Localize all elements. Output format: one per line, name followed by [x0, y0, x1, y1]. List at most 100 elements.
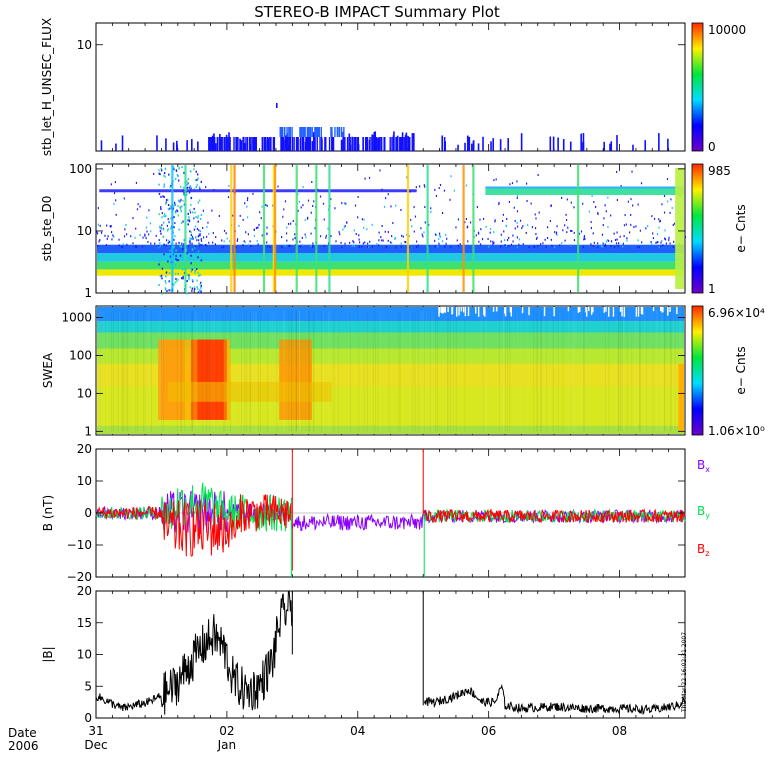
swea-streak: [137, 310, 139, 432]
ste-speckle: [198, 265, 200, 268]
ste-speckle: [650, 241, 652, 244]
ste-speckle: [246, 205, 248, 208]
swea-edge: [510, 307, 512, 317]
swea-edge: [492, 307, 495, 312]
let-flux-bar: [301, 127, 303, 137]
ste-speckle: [111, 238, 113, 241]
swea-streak: [250, 310, 252, 432]
ste-speckle: [177, 259, 179, 262]
swea-streak: [552, 310, 554, 432]
swea-streak: [374, 310, 376, 432]
ste-speckle: [189, 242, 191, 245]
swea-streak: [535, 310, 537, 432]
swea-streak: [110, 310, 112, 432]
ste-speckle: [162, 221, 165, 224]
ste-speckle: [465, 184, 468, 187]
let-flux-bar: [482, 136, 484, 151]
ste-speckle: [261, 205, 263, 208]
swea-edge: [460, 307, 463, 312]
ste-speckle: [205, 186, 207, 189]
ste-speckle: [430, 210, 432, 213]
let-flux-bar: [338, 127, 341, 137]
swea-streak: [122, 310, 124, 432]
swea-streak: [644, 310, 646, 432]
ste-speckle: [194, 271, 196, 274]
ste-spike: [426, 165, 429, 292]
ste-speckle: [170, 184, 172, 187]
ste-speckle: [176, 174, 179, 177]
ste-speckle: [583, 235, 586, 238]
ste-speckle: [537, 245, 539, 248]
ste-speckle: [663, 237, 666, 240]
ste-speckle: [457, 218, 460, 221]
ste-speckle: [243, 240, 245, 243]
ste-speckle: [668, 238, 670, 241]
ste-speckle: [312, 242, 314, 245]
swea-streak: [432, 310, 434, 432]
ste-speckle: [633, 226, 635, 229]
let-flux-bar: [250, 137, 252, 151]
swea-streak: [423, 310, 425, 432]
let-flux-bar: [248, 137, 251, 151]
swea-streak: [283, 310, 285, 432]
ste-speckle: [174, 222, 176, 225]
swea-streak: [305, 310, 307, 432]
swea-band: [97, 307, 684, 322]
ste-speckle: [661, 239, 663, 242]
ste-speckle: [179, 208, 182, 211]
y-tick-label: 100: [69, 162, 92, 176]
let-flux-bar: [411, 133, 414, 151]
swea-edge: [451, 307, 454, 315]
swea-streak: [308, 310, 310, 432]
ste-speckle: [535, 217, 537, 220]
ste-speckle: [507, 238, 509, 241]
let-flux-bar: [279, 127, 281, 137]
swea-edge: [605, 307, 607, 312]
ste-speckle: [235, 246, 237, 249]
ste-speckle: [297, 193, 299, 196]
let-flux-bar: [237, 137, 239, 151]
ste-speckle: [197, 288, 199, 291]
ste-speckle: [481, 238, 484, 241]
ste-speckle: [669, 242, 671, 245]
swea-streak: [661, 310, 663, 432]
ste-speckle: [330, 198, 332, 201]
ste-speckle: [353, 245, 355, 248]
swea-streak: [503, 310, 505, 432]
ste-speckle: [389, 241, 392, 244]
ste-speckle: [509, 183, 511, 186]
swea-streak: [144, 310, 146, 432]
ste-speckle: [150, 242, 152, 245]
ste-speckle: [323, 218, 325, 221]
ste-speckle: [325, 236, 327, 239]
let-flux-bar: [306, 127, 309, 137]
swea-streak: [295, 310, 297, 432]
swea-streak: [389, 310, 391, 432]
ste-speckle: [197, 259, 200, 262]
swea-streak: [101, 310, 103, 432]
ste-speckle: [136, 208, 139, 211]
ste-speckle: [639, 229, 642, 232]
ste-speckle: [238, 225, 240, 228]
ste-speckle: [626, 237, 628, 240]
ste-speckle: [516, 194, 518, 197]
let-flux-bar: [218, 137, 220, 151]
ste-speckle: [193, 228, 196, 231]
ste-speckle: [282, 215, 284, 218]
ste-speckle: [100, 231, 103, 234]
swea-edge: [496, 307, 498, 312]
ste-speckle: [381, 224, 383, 227]
ste-speckle: [401, 234, 403, 237]
ste-speckle: [196, 173, 199, 176]
ste-speckle: [158, 172, 160, 175]
ste-speckle: [527, 224, 529, 227]
ste-speckle: [334, 207, 336, 210]
ste-speckle: [166, 290, 168, 293]
ste-speckle: [669, 211, 671, 214]
ste-speckle: [495, 178, 497, 181]
swea-streak: [206, 310, 208, 432]
ste-speckle: [439, 184, 442, 187]
ste-speckle: [208, 232, 210, 235]
ste-speckle: [395, 204, 397, 207]
